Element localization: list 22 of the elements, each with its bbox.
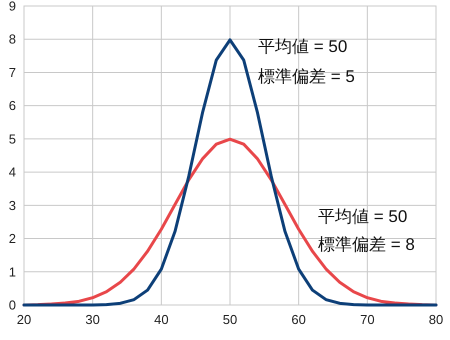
annotation: 平均値 = 50 — [318, 207, 408, 226]
y-tick-label: 1 — [8, 264, 16, 280]
annotation: 平均値 = 50 — [258, 37, 348, 56]
y-tick-label: 3 — [8, 198, 16, 213]
x-tick-label: 40 — [154, 312, 169, 327]
y-tick-label: 8 — [8, 32, 16, 47]
annotation: 標準偏差 = 8 — [318, 235, 415, 254]
x-tick-label: 20 — [16, 312, 32, 327]
x-tick-label: 30 — [85, 312, 100, 327]
x-tick-label: 80 — [428, 312, 444, 327]
line-series — [22, 38, 438, 306]
annotation: 標準偏差 = 5 — [258, 67, 355, 86]
y-tick-label: 2 — [8, 231, 16, 246]
x-tick-label: 60 — [291, 312, 306, 327]
y-tick-label: 0 — [8, 298, 16, 312]
y-tick-label: 9 — [8, 0, 16, 14]
x-tick-label: 50 — [222, 312, 238, 327]
y-tick-label: 5 — [8, 131, 16, 146]
y-tick-label: 6 — [8, 98, 16, 114]
x-tick-label: 70 — [360, 312, 375, 327]
y-tick-label: 4 — [8, 164, 16, 180]
y-tick-label: 7 — [8, 64, 16, 80]
